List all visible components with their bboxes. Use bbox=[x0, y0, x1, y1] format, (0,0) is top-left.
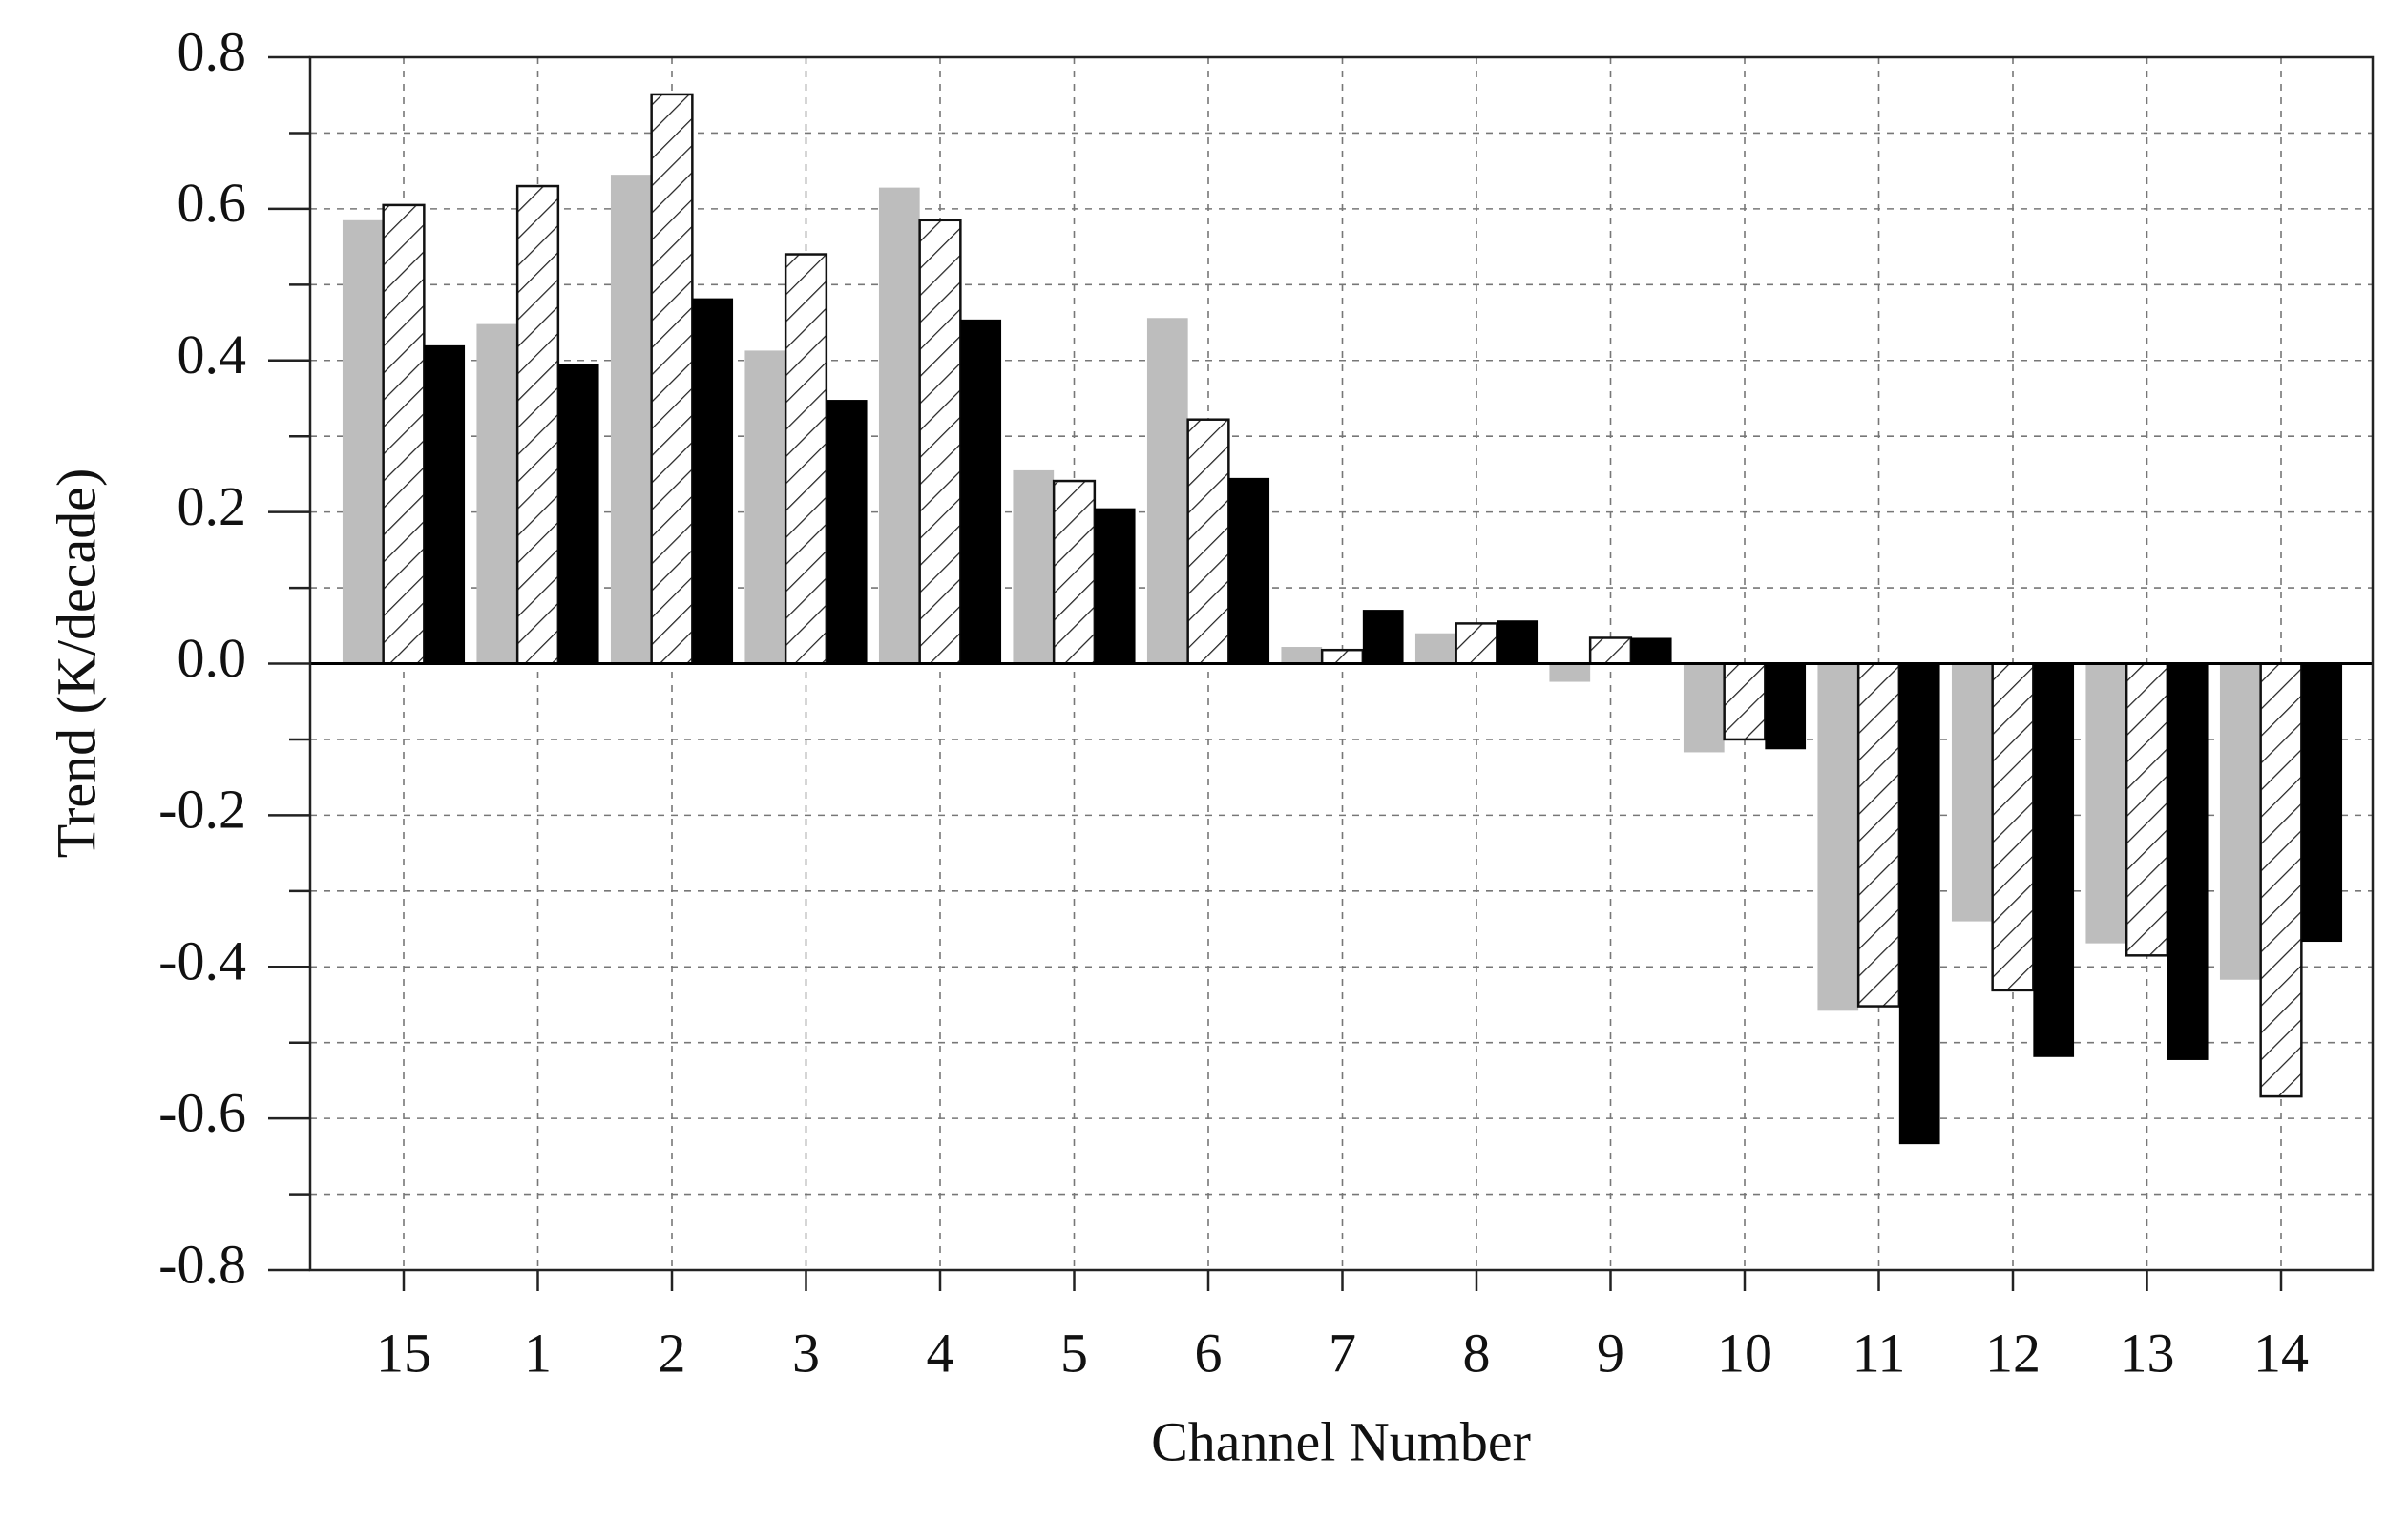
bar bbox=[610, 175, 652, 664]
bar bbox=[650, 93, 694, 665]
bar bbox=[692, 298, 734, 664]
y-tick-label: -0.8 bbox=[158, 1233, 246, 1295]
bar bbox=[1497, 620, 1539, 664]
bar bbox=[1898, 663, 1940, 1145]
bar bbox=[744, 350, 786, 664]
x-tick-label: 3 bbox=[792, 1322, 820, 1384]
x-tick-label: 6 bbox=[1195, 1322, 1223, 1384]
bar bbox=[1723, 662, 1767, 741]
bar bbox=[1228, 477, 1270, 664]
x-tick-label: 11 bbox=[1853, 1322, 1906, 1384]
bar bbox=[1683, 663, 1725, 753]
bar bbox=[424, 344, 466, 664]
bar bbox=[1951, 663, 1993, 922]
bar bbox=[2085, 663, 2127, 944]
bar bbox=[1186, 418, 1230, 665]
bar bbox=[918, 219, 962, 665]
x-tick-label: 10 bbox=[1717, 1322, 1772, 1384]
bar bbox=[960, 319, 1002, 664]
y-tick-label: -0.6 bbox=[158, 1081, 246, 1143]
y-tick-label: 0.2 bbox=[178, 475, 247, 537]
x-tick-label: 5 bbox=[1060, 1322, 1088, 1384]
bar bbox=[2033, 663, 2075, 1057]
bar bbox=[382, 203, 426, 665]
y-axis-title: Trend (K/decade) bbox=[45, 468, 107, 859]
bar bbox=[784, 253, 828, 665]
y-tick-label: -0.4 bbox=[158, 930, 246, 992]
y-tick-label: 0.8 bbox=[178, 20, 247, 82]
plot-frame bbox=[308, 55, 2375, 1272]
x-tick-label: 14 bbox=[2253, 1322, 2309, 1384]
x-tick-label: 8 bbox=[1463, 1322, 1491, 1384]
x-tick-label: 7 bbox=[1329, 1322, 1356, 1384]
x-axis-title: Channel Number bbox=[1151, 1410, 1531, 1472]
bar bbox=[1765, 663, 1807, 750]
bar bbox=[2125, 662, 2169, 957]
y-tick-label: 0.6 bbox=[178, 172, 247, 234]
bar bbox=[1588, 636, 1633, 665]
bar bbox=[1362, 610, 1404, 664]
y-tick-label: 0.4 bbox=[178, 323, 247, 385]
x-tick-label: 15 bbox=[376, 1322, 431, 1384]
bar bbox=[1320, 648, 1365, 665]
x-tick-label: 12 bbox=[1985, 1322, 2041, 1384]
y-tick-label: 0.0 bbox=[178, 627, 247, 689]
bar bbox=[1281, 647, 1323, 664]
bar bbox=[1455, 622, 1498, 665]
bar bbox=[1052, 479, 1097, 665]
bar bbox=[2167, 663, 2209, 1060]
bar bbox=[515, 184, 560, 665]
x-tick-label: 1 bbox=[524, 1322, 552, 1384]
bar bbox=[1549, 663, 1591, 682]
x-tick-label: 9 bbox=[1597, 1322, 1624, 1384]
bar bbox=[476, 323, 518, 664]
bar bbox=[2259, 662, 2303, 1098]
bar bbox=[1414, 633, 1456, 664]
bar bbox=[1094, 508, 1136, 664]
bar bbox=[342, 219, 384, 664]
x-tick-label: 2 bbox=[659, 1322, 686, 1384]
bar bbox=[826, 400, 868, 664]
bar bbox=[1013, 469, 1055, 664]
bar bbox=[557, 364, 599, 664]
bar bbox=[2301, 663, 2343, 943]
bar bbox=[1630, 637, 1672, 664]
bar bbox=[1817, 663, 1859, 1011]
bar bbox=[2219, 663, 2261, 980]
y-tick-label: -0.2 bbox=[158, 779, 246, 841]
bar bbox=[1856, 662, 1901, 1008]
bar bbox=[1991, 662, 2035, 992]
x-tick-label: 4 bbox=[927, 1322, 954, 1384]
bar bbox=[878, 187, 920, 664]
x-tick-label: 13 bbox=[2120, 1322, 2175, 1384]
bar bbox=[1146, 318, 1188, 664]
